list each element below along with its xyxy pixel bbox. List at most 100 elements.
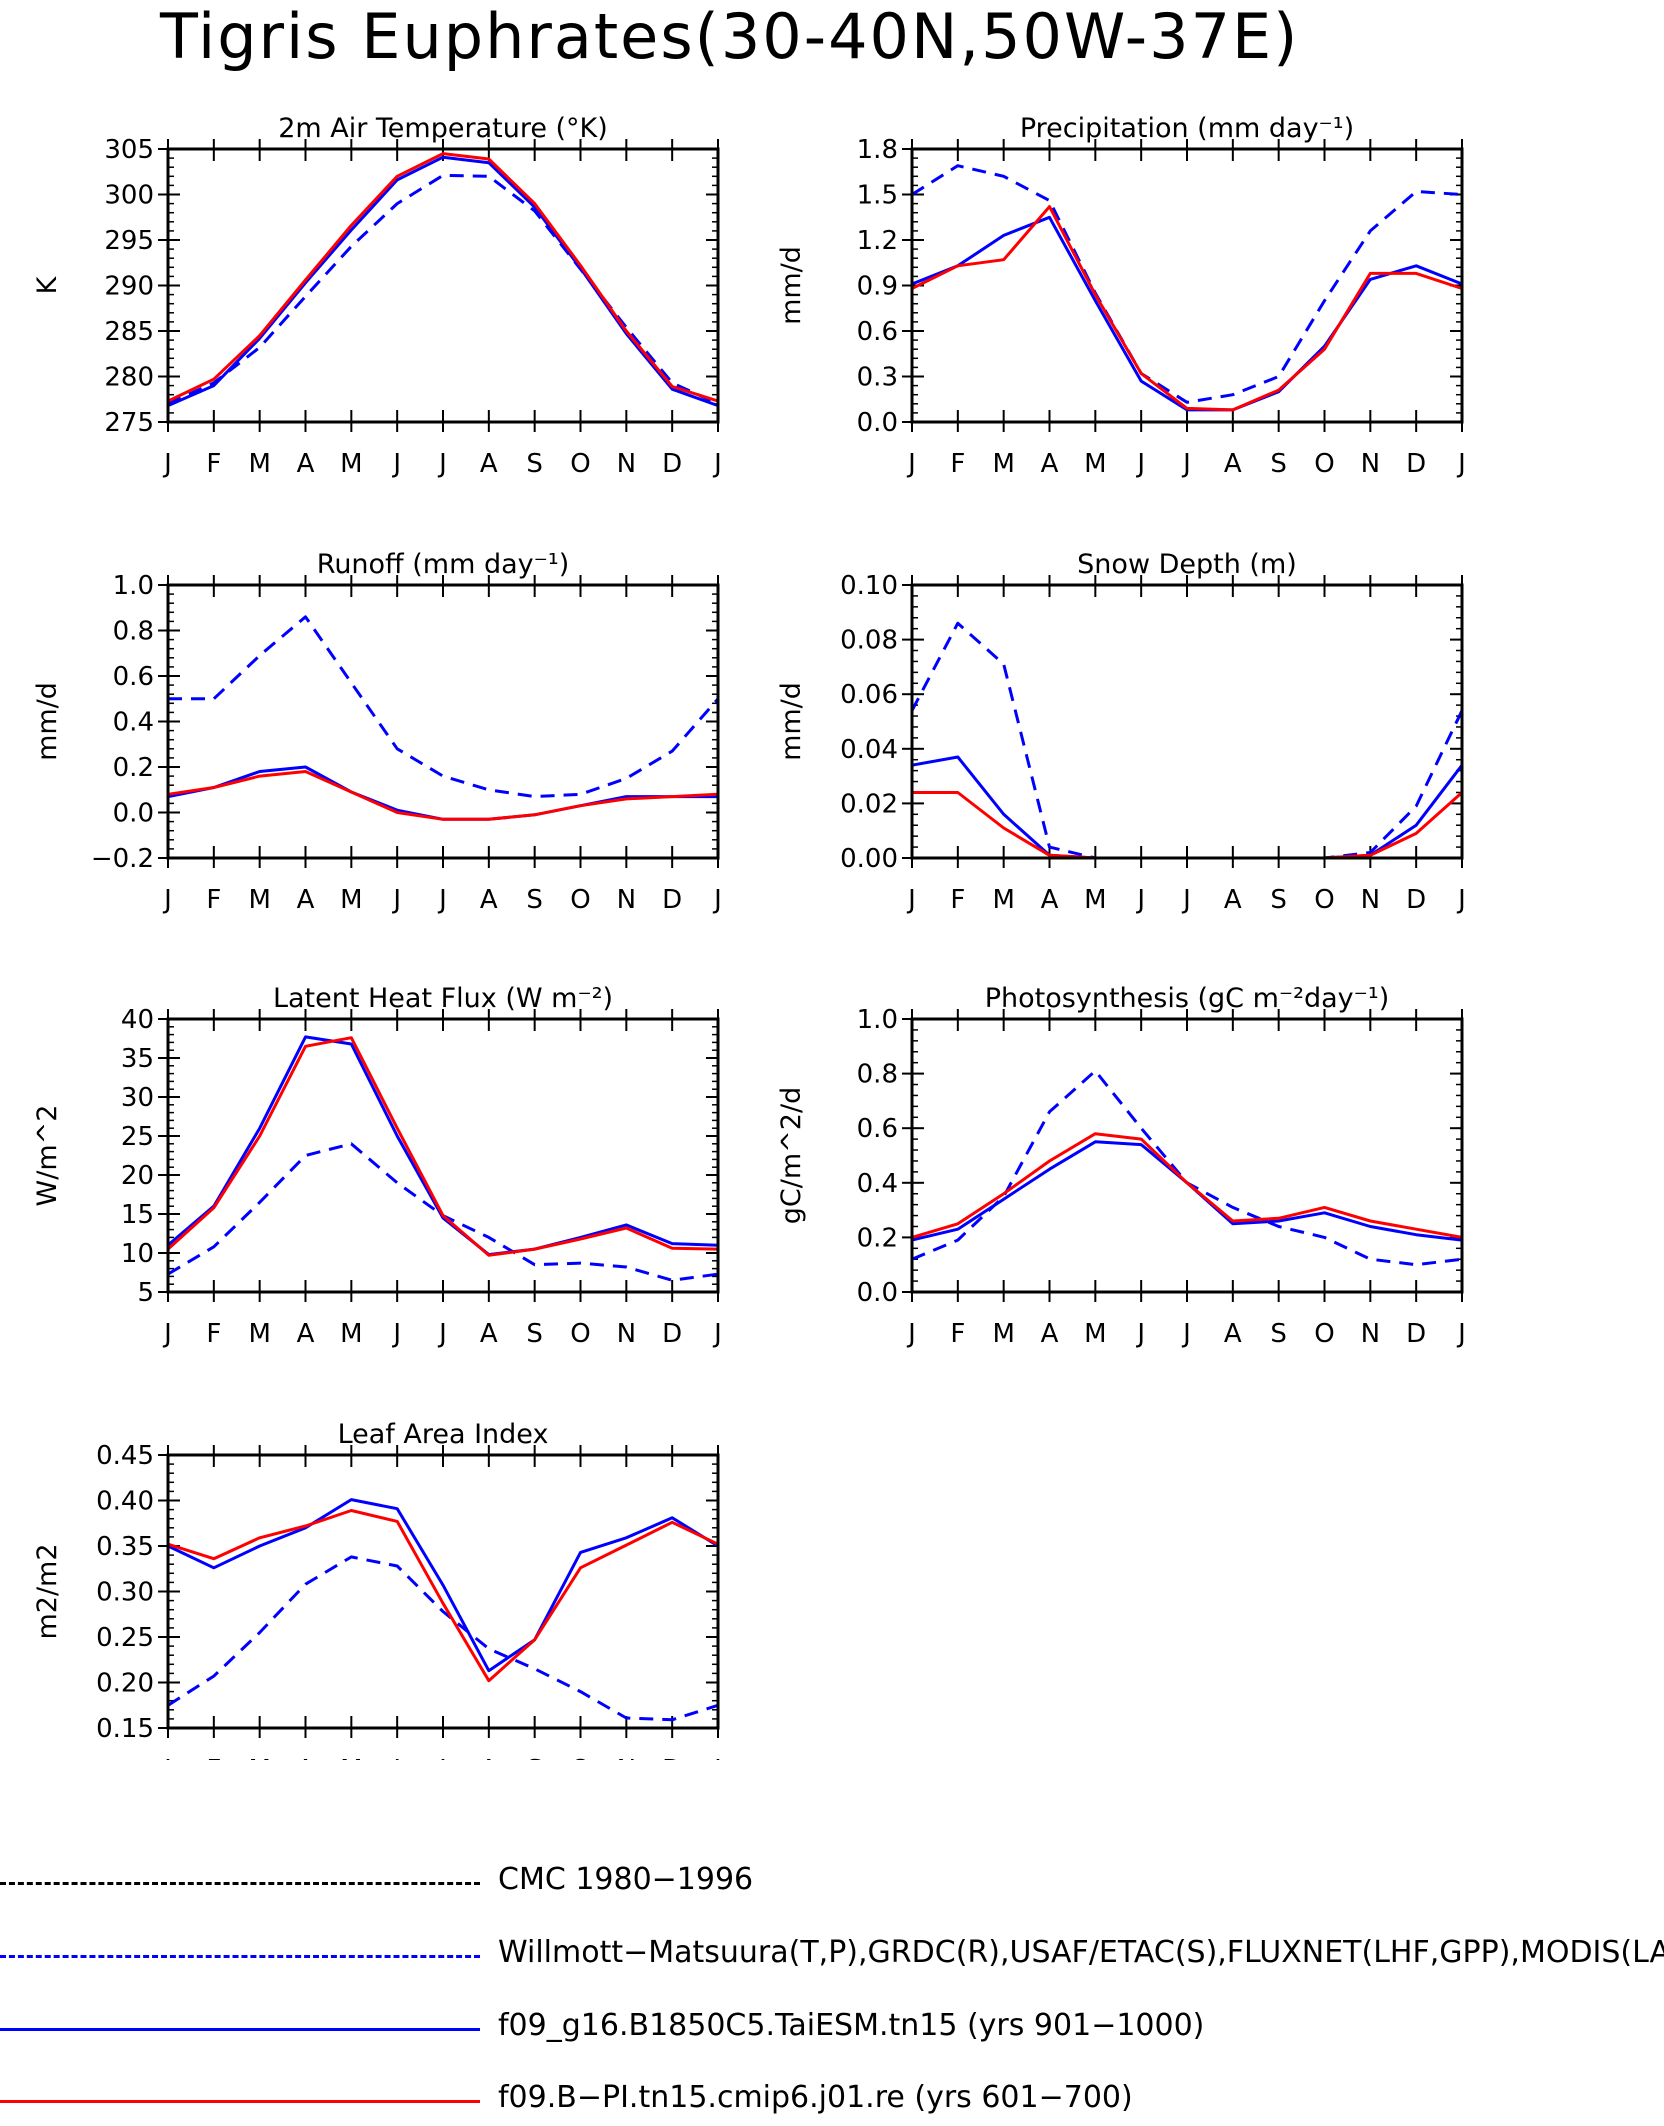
charts-panel: 2m Air Temperature (°K) K 275 280 285 290 295 3… [32,113,1466,1760]
legend-item-observations: Willmott−Matsuura(T,P),GRDC(R),USAF/ETAC… [0,1931,1664,1981]
x-tick-label: J [162,1755,172,1760]
y-tick-label: 0.2 [113,753,154,783]
plot-frame [910,1017,1464,1294]
x-tick-label: M [248,1319,270,1349]
x-tick-label: J [712,885,722,915]
series-line-red-solid [167,770,719,821]
x-tick-label: D [1406,885,1426,915]
chart-3: Runoff (mm day⁻¹) mm/d −0.2 0.0 0.2 0.4 0.6 0.8… [32,549,722,915]
series-line-blue-solid [911,755,1464,860]
x-tick-label: A [297,449,315,479]
x-tick-label: N [617,885,636,915]
x-tick-label: J [1456,885,1466,915]
y-tick-label: 0.10 [840,571,898,601]
y-tick-label: 0.9 [857,272,898,302]
legend-line-black-dashed [0,1882,480,1885]
x-tick-label: A [1041,885,1059,915]
legend-item-cmip6: f09.B−PI.tn15.cmip6.j01.re (yrs 601−700) [0,2076,1664,2126]
legend-label: CMC 1980−1996 [498,1862,754,1897]
chart-title: Photosynthesis (gC m⁻²day⁻¹) [985,983,1389,1014]
series-line-blue-dashed [167,1142,719,1282]
y-tick-label: 295 [104,226,154,256]
chart-title: Leaf Area Index [338,1419,549,1450]
x-tick-label: S [526,449,543,479]
y-tick-label: 0.00 [840,844,898,874]
x-tick-label: J [1456,449,1466,479]
series-line-red-solid [167,1509,719,1683]
x-tick-label: J [1181,1319,1191,1349]
x-tick-label: F [206,449,221,479]
plot-frame [166,1017,720,1294]
y-tick-label: 0.4 [857,1169,898,1199]
x-tick-label: M [1084,449,1106,479]
series-line-blue-dashed [911,1069,1463,1267]
chart-1: 2m Air Temperature (°K) K 275 280 285 290 295 3… [32,113,722,479]
x-tick-label: J [1135,885,1145,915]
x-tick-label: F [950,449,965,479]
x-tick-label: D [662,885,682,915]
x-tick-label: J [162,449,172,479]
y-tick-label: 0.40 [96,1487,154,1517]
plot-frame [166,147,720,424]
x-tick-label: A [480,449,498,479]
y-axis-label: mm/d [776,682,807,761]
x-tick-label: N [617,449,636,479]
x-tick-label: J [437,1319,447,1349]
page-title: Tigris Euphrates(30-40N,50W-37E) [160,0,1300,73]
series-line-blue-solid [167,765,718,821]
y-tick-label: 0.0 [857,1278,898,1308]
series-line-blue-solid [911,215,1463,412]
y-axis-label: mm/d [32,682,63,761]
x-tick-label: A [297,1755,315,1760]
x-tick-label: N [1361,449,1380,479]
x-tick-label: S [1270,449,1287,479]
x-tick-label: J [162,1319,172,1349]
x-tick-label: J [437,449,447,479]
y-axis-label: mm/d [776,246,807,325]
legend-label: f09_g16.B1850C5.TaiESM.tn15 (yrs 901−100… [498,2008,1205,2043]
x-tick-label: J [1135,1319,1145,1349]
x-tick-label: F [950,885,965,915]
y-tick-label: 1.0 [857,1005,898,1035]
x-tick-label: D [1406,449,1426,479]
x-tick-label: D [662,1755,682,1760]
series-line-blue-solid [911,1140,1463,1242]
chart-7: Leaf Area Index m2/m2 0.15 0.20 0.25 0.30 0.35… [32,1419,722,1760]
x-tick-label: O [570,449,590,479]
y-axis-label: K [32,275,63,294]
x-tick-label: A [1041,1319,1059,1349]
y-tick-label: 0.0 [113,799,154,829]
y-tick-label: 280 [104,363,154,393]
chart-5: Latent Heat Flux (W m⁻²) W/m^2 5 10 15 20 25 30… [32,983,722,1349]
x-tick-label: J [712,1755,722,1760]
x-tick-label: J [391,885,401,915]
y-tick-label: 0.6 [113,662,154,692]
x-tick-label: S [526,885,543,915]
series-line-red-solid [167,152,719,403]
x-tick-label: F [206,1755,221,1760]
series-line-blue-dashed [911,164,1463,404]
series-line-red-solid [911,205,1463,412]
y-tick-label: 0.06 [840,680,898,710]
x-tick-label: M [248,449,270,479]
x-tick-label: O [1314,1319,1334,1349]
y-tick-label: 0.02 [840,789,898,819]
chart-title: Latent Heat Flux (W m⁻²) [273,983,613,1014]
y-tick-label: 0.20 [96,1669,154,1699]
y-tick-label: 0.30 [96,1578,154,1608]
plot-frame [910,147,1464,424]
x-tick-label: A [1224,885,1242,915]
y-tick-label: 20 [121,1161,154,1191]
x-tick-label: A [480,885,498,915]
series-line-red-solid [166,1036,719,1257]
y-tick-label: 0.45 [96,1441,154,1471]
legend-line-blue-dashed [0,1955,480,1958]
x-tick-label: J [162,885,172,915]
legend-item-cmc: CMC 1980−1996 [0,1858,1664,1908]
y-axis-label: m2/m2 [32,1543,63,1639]
x-tick-label: M [340,885,362,915]
x-tick-label: A [297,1319,315,1349]
x-tick-label: J [391,1755,401,1760]
x-tick-label: O [570,1319,590,1349]
y-tick-label: 25 [121,1122,154,1152]
